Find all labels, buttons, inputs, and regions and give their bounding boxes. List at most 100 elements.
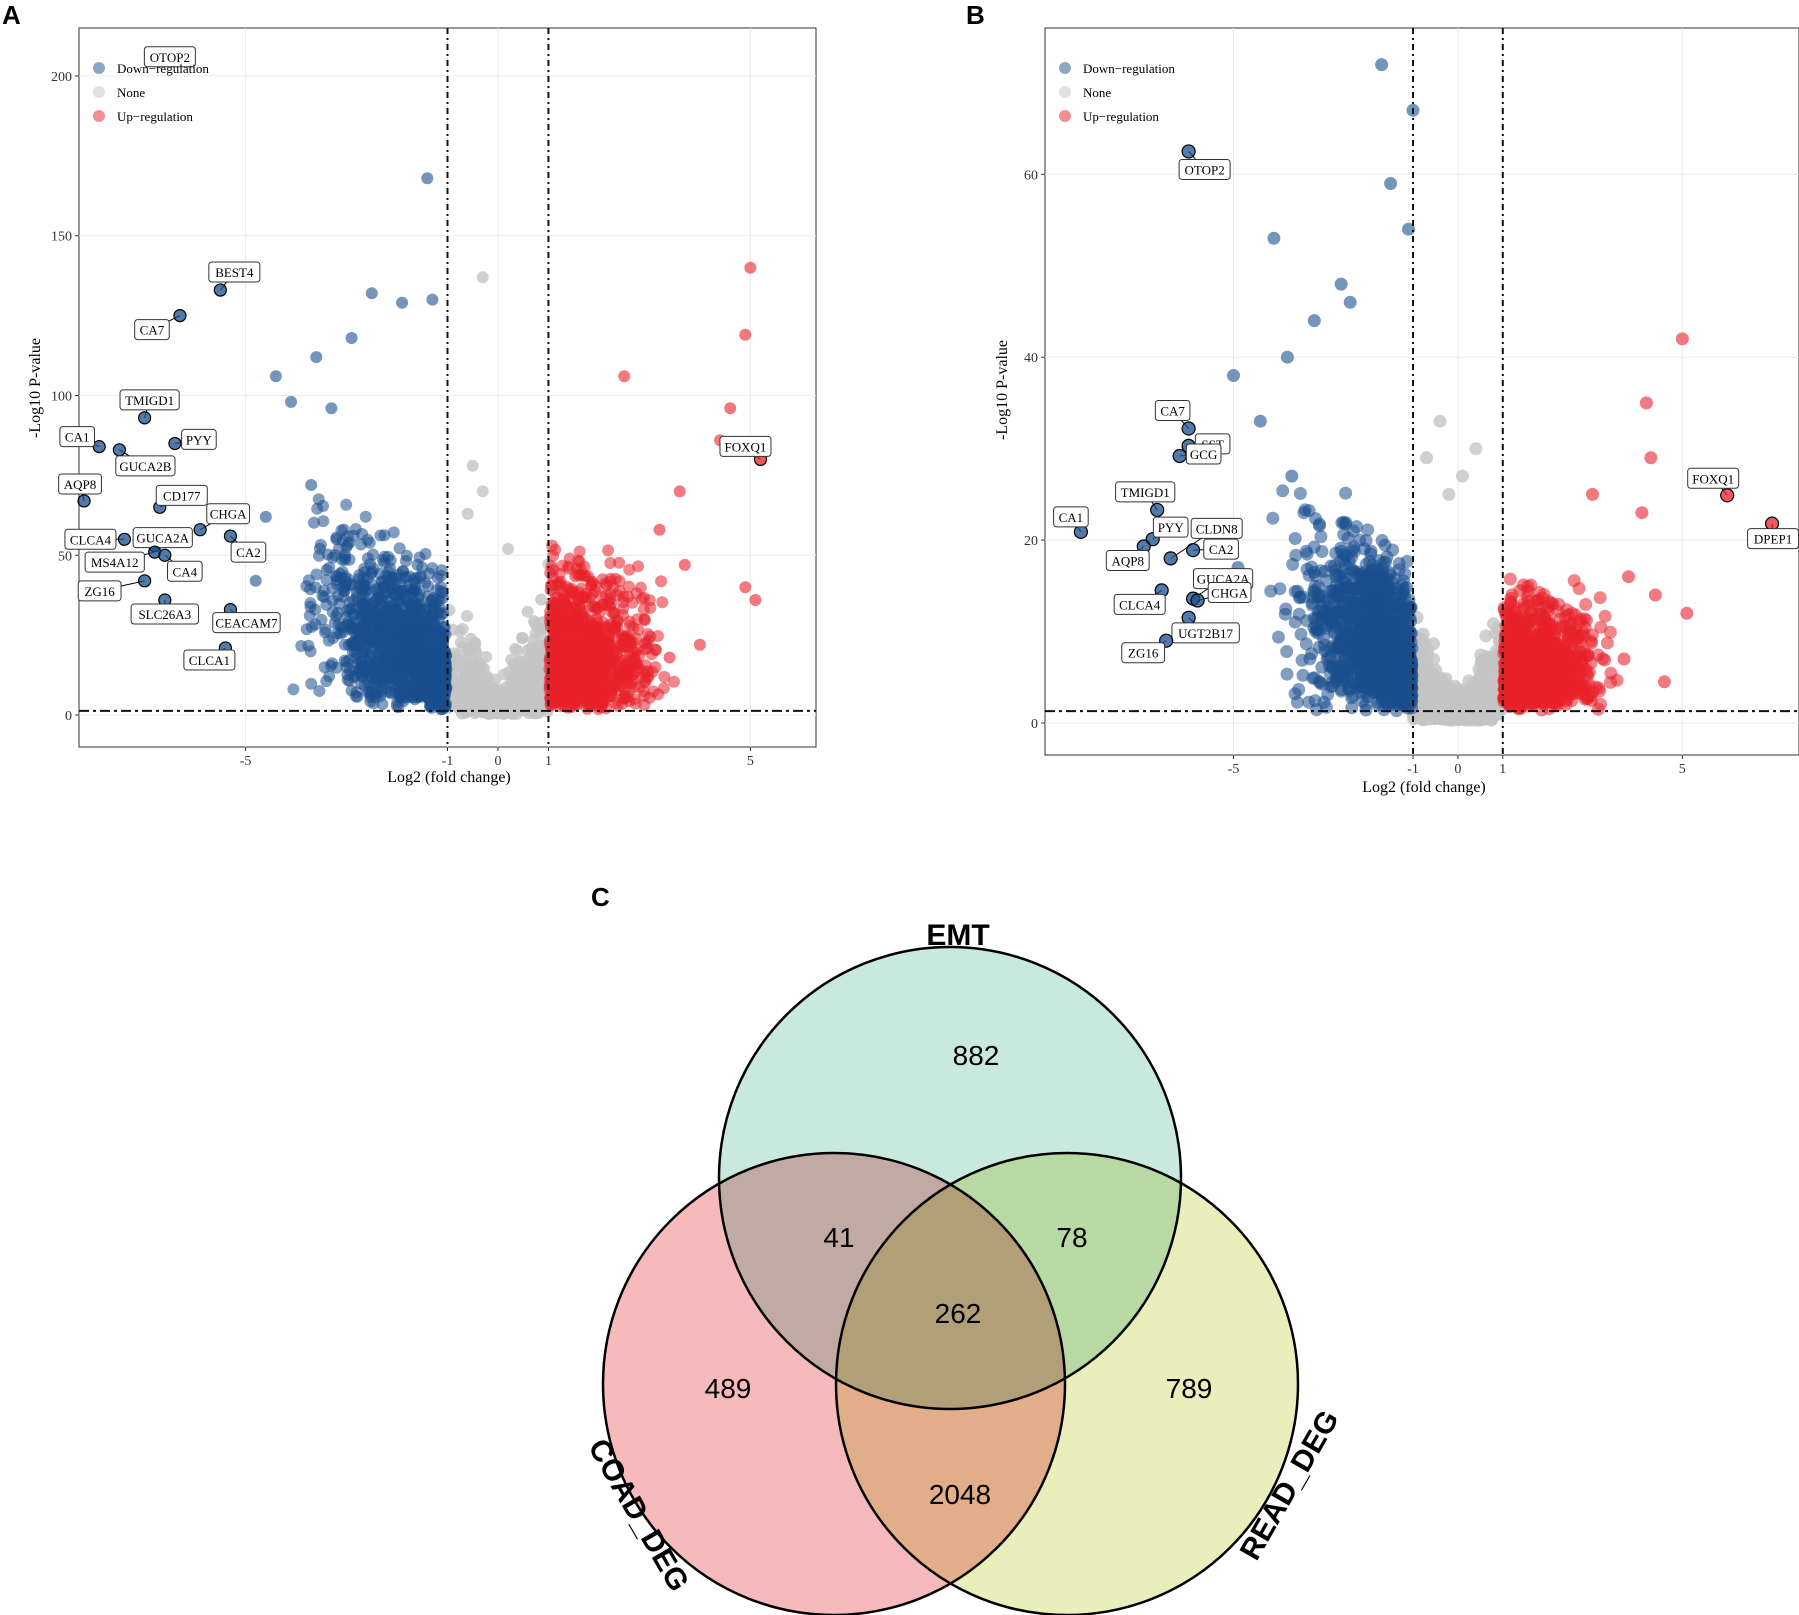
data-point: [269, 370, 282, 383]
data-point: [434, 651, 447, 664]
panel-letter-b: B: [966, 0, 985, 30]
labeled-point: [168, 436, 182, 451]
data-point: [744, 261, 757, 274]
data-point: [340, 498, 353, 511]
y-tick-label: 0: [65, 709, 72, 724]
x-axis-label: Log2 (fold change): [387, 769, 511, 786]
data-point: [403, 598, 416, 611]
data-point: [535, 631, 548, 643]
data-point: [1426, 706, 1440, 720]
data-point: [333, 598, 346, 610]
data-point: [358, 566, 371, 579]
data-point: [310, 568, 323, 581]
data-point: [1404, 678, 1418, 692]
data-point: [1336, 661, 1350, 675]
data-point: [1280, 667, 1294, 681]
data-point: [481, 672, 494, 685]
data-point: [529, 617, 542, 630]
data-point: [1279, 602, 1293, 616]
data-point: [476, 271, 489, 284]
data-point: [494, 695, 507, 708]
data-point: [724, 402, 737, 415]
data-point: [516, 632, 529, 645]
data-point: [1377, 556, 1391, 570]
data-point: [454, 679, 467, 692]
data-point: [377, 580, 389, 593]
data-point: [1308, 579, 1322, 593]
gene-label: BEST4: [215, 265, 254, 280]
data-point: [618, 370, 631, 383]
data-point: [317, 500, 329, 512]
gene-label: ZG16: [84, 584, 115, 599]
data-point: [414, 569, 427, 582]
data-point: [355, 538, 367, 551]
data-point: [249, 574, 262, 587]
y-tick-label: 150: [51, 230, 72, 245]
data-point: [313, 685, 326, 697]
data-point: [1375, 534, 1389, 547]
data-point: [639, 675, 651, 688]
panel-letter-a: A: [2, 0, 21, 30]
data-point: [385, 586, 398, 599]
data-point: [393, 689, 406, 702]
labeled-point: [193, 523, 207, 537]
data-point: [653, 523, 666, 536]
data-point: [461, 656, 474, 669]
data-point: [570, 646, 583, 659]
data-point: [395, 585, 408, 598]
data-point: [413, 630, 425, 643]
data-point: [609, 622, 621, 635]
data-point: [396, 296, 409, 309]
data-point: [1335, 566, 1349, 580]
labeled-point: [112, 443, 126, 457]
data-point: [394, 603, 407, 616]
data-point: [1345, 691, 1359, 705]
data-point: [319, 626, 331, 639]
data-point: [1313, 519, 1326, 533]
data-point: [1266, 511, 1280, 525]
data-point: [325, 402, 338, 415]
data-point: [419, 671, 432, 684]
data-point: [1305, 647, 1319, 661]
data-point: [1370, 670, 1384, 684]
data-point: [436, 586, 449, 599]
gene-label: CA7: [140, 323, 165, 338]
data-point: [569, 660, 582, 673]
data-point: [555, 636, 568, 649]
data-point: [1400, 554, 1414, 568]
data-point: [613, 556, 626, 569]
data-point: [478, 693, 491, 706]
data-point: [323, 670, 336, 683]
data-point: [1334, 634, 1348, 648]
data-point: [415, 659, 427, 672]
data-point: [338, 638, 351, 651]
data-point: [1353, 533, 1367, 547]
data-point: [426, 293, 439, 306]
data-point: [338, 548, 351, 561]
data-point: [617, 596, 630, 609]
data-point: [749, 594, 762, 606]
data-point: [511, 644, 524, 657]
data-point: [1359, 698, 1373, 711]
data-point: [531, 698, 544, 711]
data-point: [523, 653, 536, 666]
y-tick-label: 200: [51, 70, 72, 85]
data-point: [425, 663, 438, 676]
data-point: [469, 645, 482, 657]
data-point: [371, 624, 384, 637]
data-point: [339, 570, 352, 583]
data-point: [1392, 685, 1406, 699]
data-point: [285, 395, 297, 408]
data-point: [1394, 670, 1408, 684]
x-tick-label: 1: [545, 754, 552, 769]
data-point: [1288, 532, 1302, 545]
data-point: [340, 655, 353, 668]
data-point: [655, 575, 668, 588]
gene-label: CA2: [236, 545, 261, 560]
data-point: [326, 551, 339, 564]
data-point: [310, 351, 323, 364]
data-point: [1334, 541, 1348, 555]
data-point: [579, 626, 592, 639]
